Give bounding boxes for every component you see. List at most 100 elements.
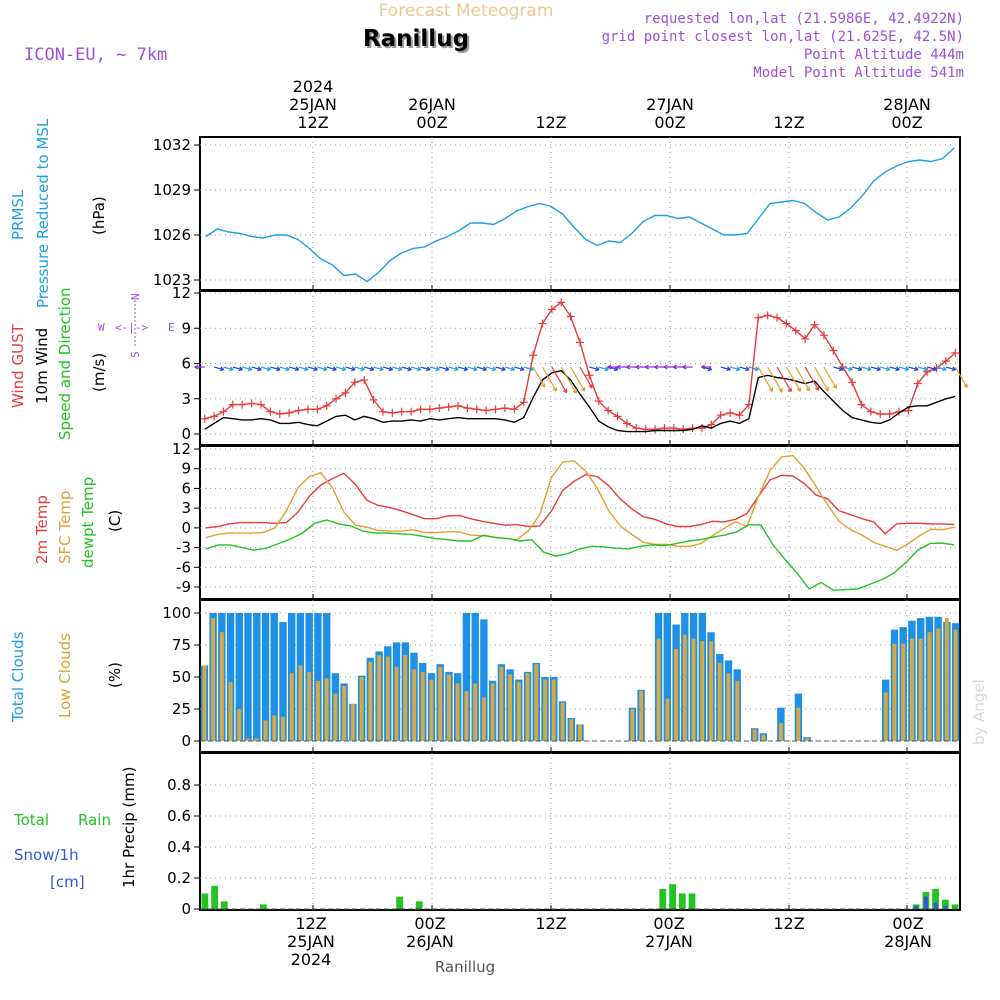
wind-arrow-head: [616, 364, 621, 370]
gust-marker: [848, 378, 857, 387]
gust-marker: [726, 408, 735, 417]
gust-marker: [435, 404, 444, 413]
bar-low-clouds: [359, 677, 364, 741]
gust-marker: [519, 398, 528, 407]
wind-arrow-head: [552, 387, 557, 392]
bar-low-clouds: [464, 691, 469, 741]
wind-arrow-head: [529, 366, 534, 372]
wind-arrow: [804, 366, 820, 391]
bar-total-clouds: [279, 622, 287, 741]
bar-total-clouds: [462, 613, 471, 741]
rain-label: Rain: [78, 811, 111, 829]
wind-arrow: [213, 366, 224, 371]
bar-low-clouds: [316, 680, 320, 741]
wind-arrow-head: [857, 366, 863, 372]
wind-arrow: [954, 366, 968, 388]
footer-location: Ranillug: [435, 958, 495, 976]
wind-arrow-head: [787, 387, 792, 393]
bottom-axis-hour: 12Z: [535, 914, 566, 933]
bar-low-clouds: [202, 665, 207, 741]
bar-low-clouds: [499, 666, 504, 741]
wind-arrow-head: [838, 366, 844, 372]
gust-marker: [425, 405, 434, 414]
bar-low-clouds: [237, 709, 242, 741]
wind-arrow: [739, 366, 750, 371]
series-line-dewpt-temp: [205, 519, 955, 592]
wind-arrow-head: [654, 364, 659, 370]
wind-arrow: [870, 366, 881, 371]
bar-low-clouds: [639, 691, 644, 741]
gust-marker: [585, 371, 594, 380]
requested-coords: requested lon,lat (21.5986E, 42.4922N): [644, 11, 964, 27]
wind-arrow-head: [229, 366, 234, 372]
y-tick-label: 1023: [153, 271, 191, 289]
wind-arrow-head: [876, 366, 881, 372]
wind-arrow: [495, 366, 506, 371]
bar-low-clouds: [735, 680, 740, 741]
cm-label: [cm]: [50, 873, 85, 891]
panel-prmsl: 1023 1026 1029 1032: [153, 136, 961, 291]
wind-arrow-head: [580, 387, 586, 392]
y-tick-label: 1026: [153, 226, 191, 244]
panel3-labels: 2m Temp SFC Temp dewpt Temp (C): [33, 477, 124, 568]
gust-marker: [547, 305, 556, 314]
gust-marker: [857, 400, 866, 409]
wind-arrow-head: [238, 366, 243, 372]
y-tick-label: 3: [181, 390, 191, 408]
bar-low-clouds: [473, 683, 478, 741]
wind-arrow-head: [444, 366, 450, 372]
gust-marker: [294, 406, 303, 415]
wind-arrow-head: [491, 366, 497, 372]
gust-marker: [622, 419, 631, 428]
wind-arrow: [476, 366, 487, 371]
wind-arrow-head: [397, 366, 403, 372]
y-tick-label: 0.6: [167, 807, 191, 825]
wind-arrow: [541, 366, 557, 392]
gust-marker: [228, 400, 237, 409]
wind-arrow-head: [219, 366, 225, 372]
top-axis-hour: 00Z: [416, 113, 447, 132]
wind-arrow-head: [923, 366, 928, 372]
series-line-sfc-temp: [205, 454, 955, 551]
bar-low-clouds: [403, 655, 408, 741]
bar-total-rain: [678, 893, 686, 909]
gust-marker: [472, 405, 481, 414]
wind-arrow-head: [885, 366, 891, 372]
wind-arrow: [523, 366, 534, 371]
y-tick-label: 12: [172, 440, 191, 458]
wind-arrow-head: [595, 366, 600, 372]
y-tick-label: 0: [181, 425, 191, 443]
bar-low-clouds: [342, 686, 347, 741]
bar-total-rain: [201, 893, 209, 909]
wind-arrow: [579, 366, 593, 389]
bottom-axis-hour: 00Z: [653, 914, 684, 933]
model-label: ICON-EU, ~ 7km: [24, 45, 167, 65]
wind-arrow-head: [701, 364, 706, 370]
wind-arrow: [936, 366, 947, 371]
gust-marker: [632, 424, 641, 433]
wind-arrow: [232, 366, 243, 371]
dewpt-label: dewpt Temp: [79, 477, 97, 568]
bar-low-clouds: [953, 629, 958, 741]
location-title: Ranillug: [363, 26, 469, 52]
y-tick-label: 12: [172, 284, 191, 302]
bar-total-rain: [942, 899, 949, 909]
low-cloud-label: Low Clouds: [56, 633, 74, 718]
wind-arrow: [373, 366, 384, 371]
gust-marker: [594, 397, 603, 406]
wind-arrow-head: [796, 387, 802, 392]
top-axis-hour: 12Z: [773, 113, 804, 132]
prmsl-label: PRMSL: [9, 189, 27, 240]
gust-marker: [266, 407, 275, 416]
gust-marker: [735, 411, 744, 420]
bar-low-clouds: [630, 709, 635, 741]
gust-marker: [829, 346, 838, 355]
wind-arrow-head: [672, 364, 678, 370]
wind-arrow: [757, 366, 773, 392]
wind-arrow-head: [778, 388, 783, 393]
y-tick-label: 3: [181, 499, 191, 517]
total-label: Total: [13, 811, 49, 829]
gust-marker: [876, 410, 885, 419]
wind-arrow: [439, 366, 450, 371]
top-axis-hour: 00Z: [654, 113, 685, 132]
